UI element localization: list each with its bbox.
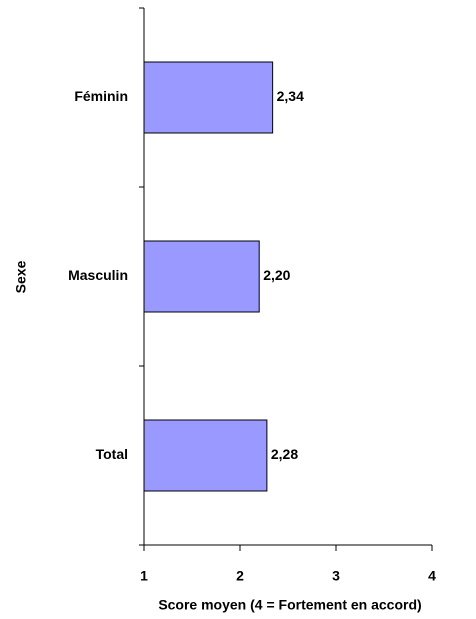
x-tick-label: 4 [428,568,436,584]
x-tick-label: 1 [140,568,148,584]
bar [143,419,268,492]
x-tick-label: 3 [332,568,340,584]
value-label: 2,34 [277,88,304,104]
y-tick-label: Total [96,446,128,462]
value-label: 2,20 [263,267,290,283]
value-label: 2,28 [271,446,298,462]
x-axis-label: Score moyen (4 = Fortement en accord) [158,597,421,613]
x-tick-label: 2 [236,568,244,584]
bar [143,61,274,134]
y-tick-label: Masculin [68,267,128,283]
y-tick-label: Féminin [74,88,128,104]
bar [143,240,260,313]
y-axis-label: Sexe [13,260,29,293]
